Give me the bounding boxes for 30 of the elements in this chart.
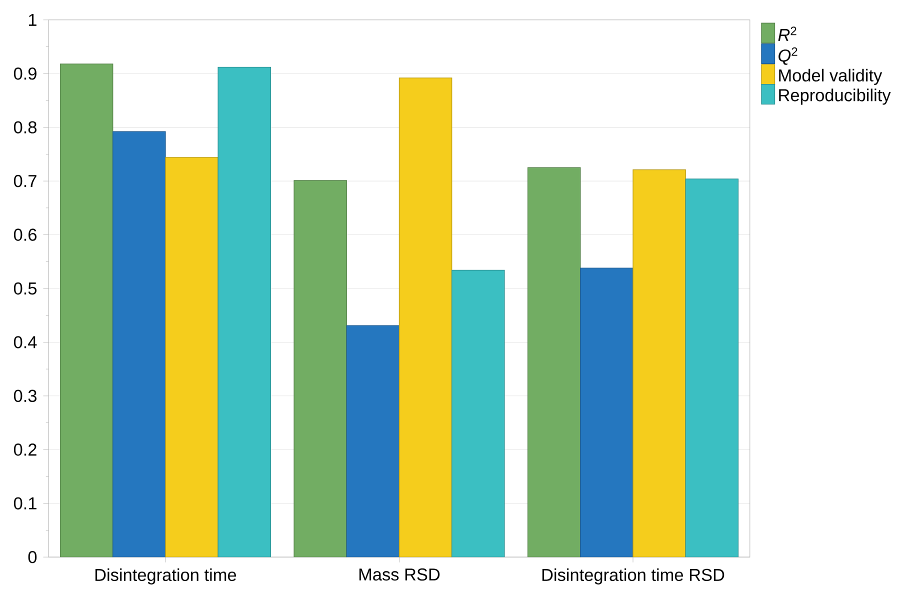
- bar: [632, 169, 686, 558]
- legend-label: Q$^{2}$: [778, 47, 798, 65]
- bar: [294, 180, 347, 558]
- bar: [218, 66, 271, 558]
- y-tick-label: 0.1: [14, 497, 36, 510]
- bar: [527, 167, 581, 558]
- bar: [685, 178, 739, 558]
- bar: [346, 325, 400, 558]
- bar: [60, 64, 114, 558]
- bar: [580, 268, 634, 558]
- bar: [398, 78, 452, 558]
- bar: [452, 270, 505, 558]
- y-tick-label: 0.7: [14, 174, 36, 188]
- legend-label: Reproducibility: [779, 88, 891, 105]
- legend-label: Model validity: [779, 68, 882, 85]
- x-tick-label: Disintegration time: [95, 568, 236, 585]
- y-tick-label: 1: [28, 14, 36, 26]
- bar: [165, 157, 218, 558]
- y-tick-label: 0.9: [14, 68, 36, 80]
- y-tick-label: 0: [28, 551, 37, 564]
- y-tick-label: 0.8: [14, 121, 36, 134]
- x-tick-label: Disintegration time RSD: [542, 568, 724, 585]
- x-tick-label: Mass RSD: [359, 568, 440, 581]
- legend-label: R$^{2}$: [778, 26, 796, 41]
- y-tick-label: 0.5: [14, 282, 37, 295]
- y-tick-label: 0.3: [14, 390, 36, 402]
- y-tick-label: 0.4: [14, 336, 37, 348]
- y-tick-label: 0.2: [14, 444, 36, 456]
- bar: [112, 131, 166, 558]
- y-tick-label: 0.6: [14, 228, 36, 241]
